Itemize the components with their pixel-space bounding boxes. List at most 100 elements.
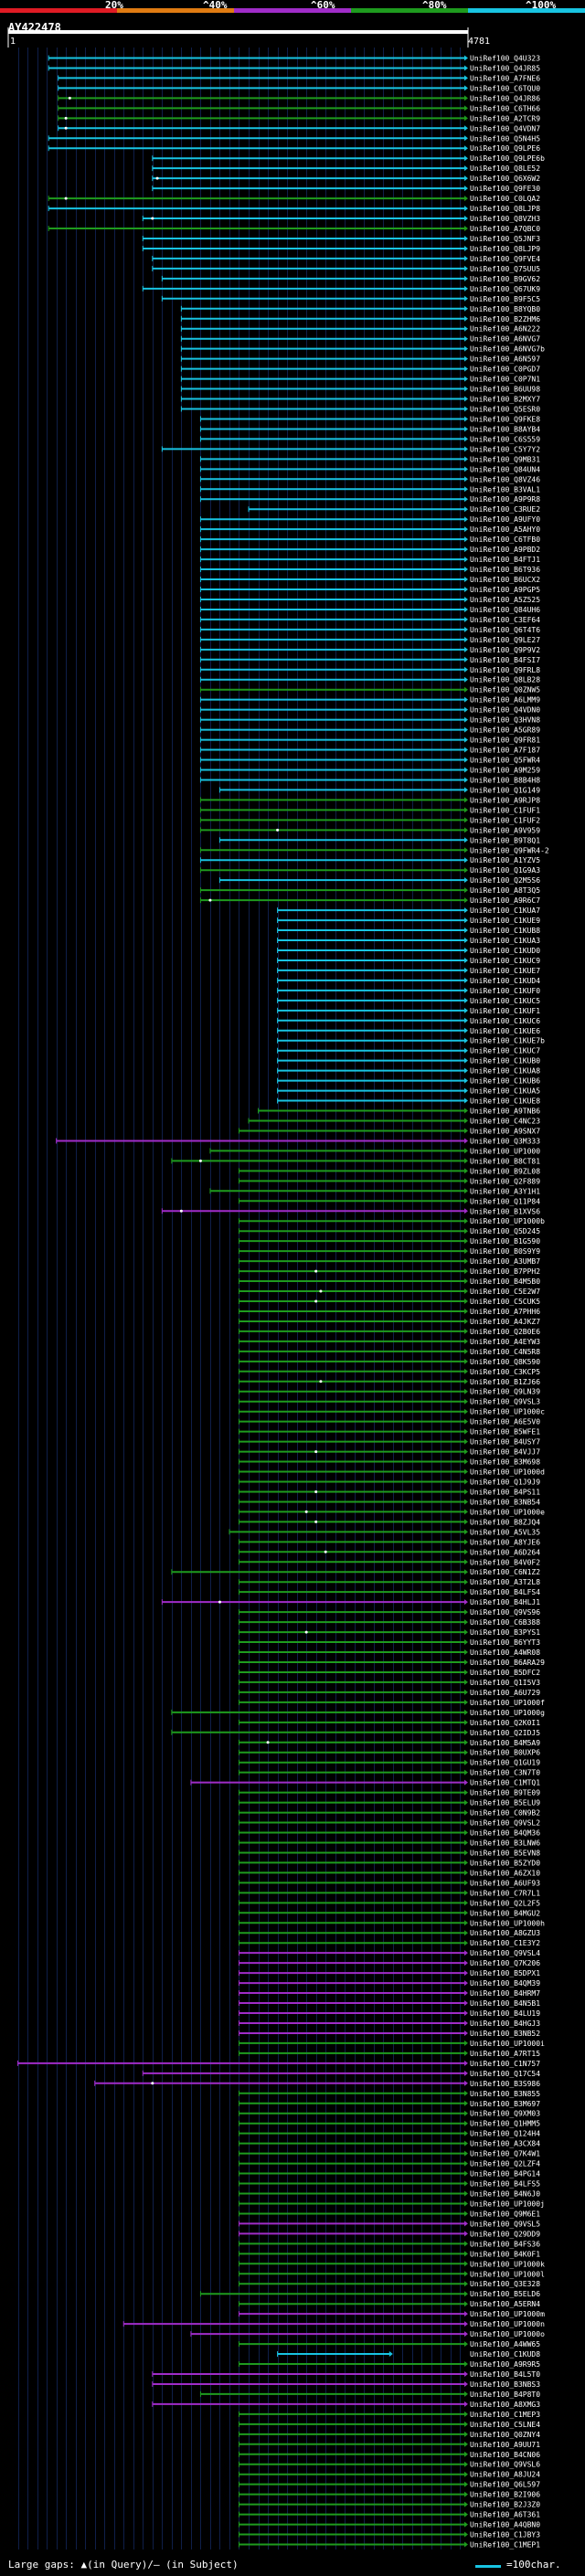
hit-arrow xyxy=(464,1188,468,1194)
hit-label: UniRef100_B6T936 xyxy=(470,566,540,574)
hit-arrow xyxy=(464,1850,468,1856)
hit-label: UniRef100_C1KUB8 xyxy=(470,927,540,935)
hit-label: UniRef100_C0PGD7 xyxy=(470,366,540,374)
hit-label: UniRef100_C1KUB6 xyxy=(470,1077,540,1086)
hit-label: UniRef100_C1KUA8 xyxy=(470,1067,540,1076)
hit-label: UniRef100_B4USY7 xyxy=(470,1438,540,1447)
hit-label: UniRef100_Q9FWR4-2 xyxy=(470,846,549,854)
hit-label: UniRef100_Q2M5S6 xyxy=(470,876,540,885)
hit-arrow xyxy=(464,1328,468,1334)
hit-label: UniRef100_B3VAL1 xyxy=(470,485,540,493)
hit-label: UniRef100_Q3HVN8 xyxy=(470,716,540,725)
hit-label: UniRef100_UP1000g xyxy=(470,1709,545,1717)
hit-arrow xyxy=(464,616,468,622)
hit-arrow xyxy=(464,115,468,122)
hit-label: UniRef100_C1FUF2 xyxy=(470,816,540,824)
hit-label: UniRef100_C1KUC9 xyxy=(470,957,540,965)
hit-arrow xyxy=(464,186,468,192)
hit-label: UniRef100_UP1000f xyxy=(470,1699,545,1707)
hit-arrow xyxy=(464,2471,468,2477)
hit-arrow xyxy=(464,1759,468,1765)
hit-arrow xyxy=(464,2421,468,2427)
hit-arrow xyxy=(464,135,468,142)
scale-legend-line xyxy=(475,2565,501,2568)
hit-label: UniRef100_B9F5C5 xyxy=(470,295,540,303)
hit-label: UniRef100_Q4JR85 xyxy=(470,64,540,72)
hit-arrow xyxy=(464,997,468,1003)
hit-arrow xyxy=(464,1268,468,1275)
hit-label: UniRef100_Q2IDJ5 xyxy=(470,1729,540,1737)
hit-label: UniRef100_Q4VDN7 xyxy=(470,124,540,133)
hit-label: UniRef100_B9GV62 xyxy=(470,275,540,283)
hit-arrow xyxy=(464,1017,468,1023)
hit-label: UniRef100_B4N5B1 xyxy=(470,1999,540,2008)
hit-arrow xyxy=(464,2231,468,2237)
hit-arrow xyxy=(464,1669,468,1675)
hit-arrow xyxy=(464,1077,468,1084)
hit-arrow xyxy=(464,1699,468,1705)
hit-arrow xyxy=(464,496,468,503)
hit-label: UniRef100_B4HLJ1 xyxy=(470,1598,540,1606)
hit-arrow xyxy=(464,1128,468,1134)
hit-arrow xyxy=(464,1739,468,1745)
hit-label: UniRef100_C1KUE8 xyxy=(470,1097,540,1106)
hit-arrow xyxy=(464,586,468,592)
hit-arrow xyxy=(464,245,468,251)
hit-arrow xyxy=(464,2390,468,2397)
query-bar xyxy=(8,30,468,34)
hit-arrow xyxy=(464,917,468,924)
hit-label: UniRef100_A6NVG7 xyxy=(470,335,540,344)
hit-arrow xyxy=(464,406,468,412)
hit-arrow xyxy=(464,2190,468,2197)
hit-arrow xyxy=(464,1438,468,1445)
hit-label: UniRef100_A9M259 xyxy=(470,766,540,774)
hit-arrow xyxy=(464,1829,468,1836)
hit-arrow xyxy=(464,366,468,372)
hit-label: UniRef100_A9PBD2 xyxy=(470,546,540,554)
hit-label: UniRef100_Q11P84 xyxy=(470,1197,540,1205)
hit-label: UniRef100_A4WW65 xyxy=(470,2340,540,2348)
hit-arrow xyxy=(464,1007,468,1013)
hit-arrow xyxy=(464,2090,468,2096)
gap-marker xyxy=(64,116,68,120)
hit-label: UniRef100_B4K0F1 xyxy=(470,2250,540,2258)
hit-label: UniRef100_C1FUF1 xyxy=(470,806,540,814)
hit-arrow xyxy=(464,2170,468,2177)
hit-label: UniRef100_A4QBN0 xyxy=(470,2521,540,2529)
hit-label: UniRef100_B4QM36 xyxy=(470,1829,540,1838)
hit-label: UniRef100_Q3E328 xyxy=(470,2280,540,2288)
hit-arrow xyxy=(464,2331,468,2337)
hit-label: UniRef100_A6NVG7b xyxy=(470,345,545,354)
hit-label: UniRef100_A7QBC0 xyxy=(470,225,540,233)
gap-marker xyxy=(151,217,154,220)
hit-arrow xyxy=(464,1158,468,1164)
hit-arrow xyxy=(464,1769,468,1776)
hit-label: UniRef100_A9RJP8 xyxy=(470,796,540,804)
hit-arrow xyxy=(464,1619,468,1626)
identity-bar-ge80 xyxy=(468,8,585,13)
hit-arrow xyxy=(464,1238,468,1245)
hit-arrow xyxy=(464,626,468,632)
hit-arrow xyxy=(464,1599,468,1606)
gap-marker xyxy=(151,2082,154,2085)
gap-marker xyxy=(276,828,280,832)
hit-arrow xyxy=(464,476,468,482)
hit-arrow xyxy=(464,767,468,773)
hit-label: UniRef100_B7PPH2 xyxy=(470,1267,540,1276)
hit-label: UniRef100_B5ELU9 xyxy=(470,1799,540,1807)
hit-label: UniRef100_A6T361 xyxy=(470,2511,540,2519)
hit-arrow xyxy=(464,345,468,352)
hit-arrow xyxy=(464,446,468,452)
hit-arrow xyxy=(464,226,468,232)
hit-arrow xyxy=(464,145,468,152)
hit-label: UniRef100_C1KUA5 xyxy=(470,1087,540,1096)
hit-arrow xyxy=(464,1589,468,1595)
hit-label: UniRef100_A7RT15 xyxy=(470,2050,540,2058)
hit-label: UniRef100_Q9VSL5 xyxy=(470,2220,540,2228)
hit-arrow xyxy=(464,2000,468,2007)
hit-arrow xyxy=(464,2140,468,2147)
hit-label: UniRef100_C6N1Z2 xyxy=(470,1568,540,1576)
hit-label: UniRef100_C1KUA3 xyxy=(470,937,540,945)
hit-arrow xyxy=(464,928,468,934)
